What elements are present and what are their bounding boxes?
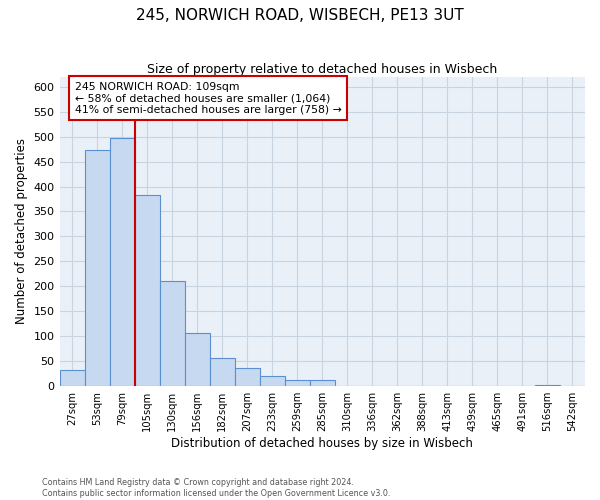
Text: 245, NORWICH ROAD, WISBECH, PE13 3UT: 245, NORWICH ROAD, WISBECH, PE13 3UT [136, 8, 464, 22]
Bar [285, 380, 310, 386]
Bar [260, 376, 285, 386]
Text: 245 NORWICH ROAD: 109sqm
← 58% of detached houses are smaller (1,064)
41% of sem: 245 NORWICH ROAD: 109sqm ← 58% of detach… [74, 82, 341, 115]
Bar [185, 334, 209, 386]
Y-axis label: Number of detached properties: Number of detached properties [15, 138, 28, 324]
Bar [59, 370, 85, 386]
Bar [134, 195, 160, 386]
Bar [235, 368, 260, 386]
Bar [535, 385, 560, 386]
Title: Size of property relative to detached houses in Wisbech: Size of property relative to detached ho… [147, 62, 497, 76]
X-axis label: Distribution of detached houses by size in Wisbech: Distribution of detached houses by size … [172, 437, 473, 450]
Text: Contains HM Land Registry data © Crown copyright and database right 2024.
Contai: Contains HM Land Registry data © Crown c… [42, 478, 391, 498]
Bar [209, 358, 235, 386]
Bar [110, 138, 134, 386]
Bar [160, 282, 185, 386]
Bar [85, 150, 110, 386]
Bar [310, 380, 335, 386]
